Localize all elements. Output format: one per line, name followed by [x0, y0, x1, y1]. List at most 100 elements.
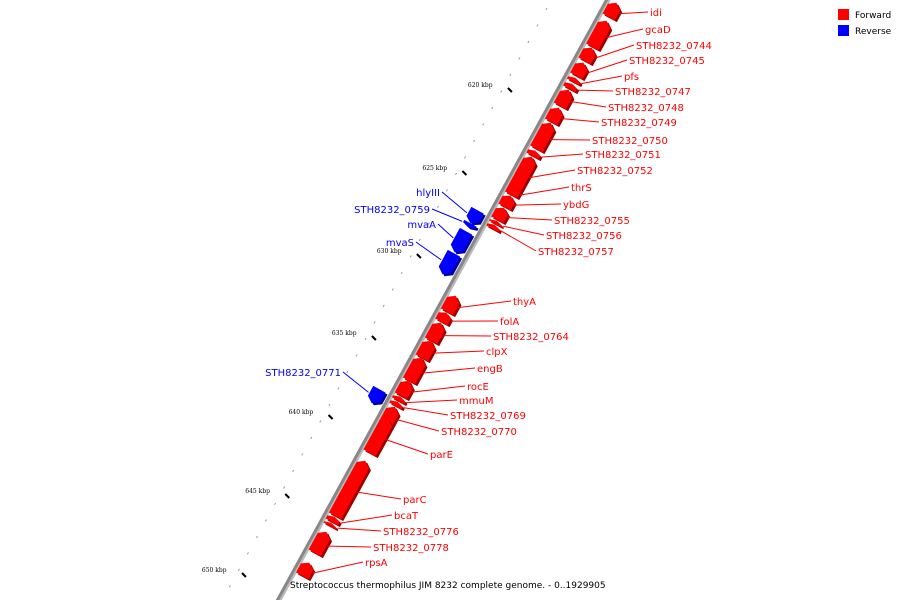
- gene-arrow[interactable]: [389, 400, 403, 410]
- gene-label[interactable]: STH8232_0755: [554, 216, 630, 227]
- gene-arrow[interactable]: [415, 340, 435, 362]
- minor-tick: [436, 205, 439, 209]
- gene-label[interactable]: STH8232_0757: [538, 247, 614, 258]
- gene-label[interactable]: STH8232_0778: [373, 543, 449, 554]
- gene-arrow[interactable]: [530, 122, 555, 153]
- gene-label[interactable]: STH8232_0751: [585, 150, 661, 161]
- gene-label[interactable]: rocE: [467, 382, 489, 393]
- gene-arrow[interactable]: [486, 223, 500, 233]
- gene-label[interactable]: thyA: [513, 297, 536, 308]
- gene-label[interactable]: STH8232_0771: [265, 368, 341, 379]
- label-connector: [586, 59, 628, 74]
- gene-arrow[interactable]: [504, 186, 520, 199]
- label-connector: [431, 208, 463, 222]
- gene-label[interactable]: STH8232_0749: [601, 118, 677, 129]
- gene-label[interactable]: STH8232_0770: [441, 427, 517, 438]
- gene-label[interactable]: parE: [430, 450, 453, 461]
- label-connector: [514, 203, 562, 206]
- gene-label[interactable]: hlyIII: [416, 188, 440, 199]
- gene-arrow[interactable]: [526, 149, 541, 160]
- gene-arrow[interactable]: [489, 219, 503, 228]
- gene-label[interactable]: STH8232_0756: [546, 231, 622, 242]
- minor-tick: [373, 321, 376, 324]
- gene-arrow[interactable]: [367, 385, 386, 404]
- gene-label[interactable]: mmuM: [459, 396, 493, 407]
- gene-arrow[interactable]: [323, 521, 337, 530]
- gene-label[interactable]: STH8232_0759: [354, 205, 430, 216]
- gene-arrow[interactable]: [544, 107, 563, 126]
- gene-arrow[interactable]: [566, 76, 581, 86]
- label-connector: [561, 118, 600, 123]
- gene-arrow[interactable]: [602, 2, 621, 21]
- gene-label[interactable]: mvaS: [386, 238, 414, 249]
- legend: Forward Reverse: [838, 9, 892, 37]
- gene-label[interactable]: STH8232_0769: [450, 411, 526, 422]
- gene-arrow[interactable]: [440, 295, 460, 316]
- gene-label[interactable]: gcaD: [645, 25, 671, 36]
- gene-arrow[interactable]: [424, 322, 445, 345]
- gene-arrow[interactable]: [325, 515, 340, 526]
- legend-label-forward: Forward: [855, 11, 891, 21]
- gene-label[interactable]: folA: [500, 317, 519, 328]
- gene-label[interactable]: rpsA: [365, 558, 388, 569]
- major-tick: [241, 572, 247, 578]
- major-tick: [284, 493, 290, 499]
- minor-tick: [364, 337, 367, 341]
- label-connector: [500, 230, 537, 252]
- minor-tick: [310, 436, 313, 440]
- gene-arrow[interactable]: [402, 357, 426, 385]
- gene-label[interactable]: STH8232_0764: [493, 332, 569, 343]
- gene-arrow[interactable]: [498, 195, 515, 211]
- gene-arrow[interactable]: [507, 156, 536, 195]
- gene-arrow[interactable]: [328, 460, 369, 520]
- gene-arrow[interactable]: [578, 47, 596, 65]
- minor-tick: [355, 354, 358, 357]
- gene-label[interactable]: STH8232_0776: [383, 527, 459, 538]
- gene-label[interactable]: bcaT: [394, 511, 419, 522]
- gene-arrow[interactable]: [553, 89, 573, 110]
- gene-label[interactable]: thrS: [571, 183, 592, 194]
- label-connector: [577, 89, 614, 92]
- label-connector: [433, 350, 485, 354]
- gene-arrow[interactable]: [463, 219, 477, 229]
- gene-label[interactable]: STH8232_0747: [615, 87, 691, 98]
- gene-label[interactable]: clpX: [486, 347, 508, 358]
- gene-label[interactable]: STH8232_0744: [636, 41, 712, 52]
- gene-label[interactable]: STH8232_0750: [592, 136, 668, 147]
- label-connector: [403, 407, 449, 416]
- minor-tick: [237, 568, 240, 572]
- gene-arrow[interactable]: [296, 562, 314, 580]
- minor-tick: [337, 387, 340, 390]
- gene-label[interactable]: parC: [403, 495, 427, 506]
- major-tick: [461, 170, 468, 176]
- minor-tick: [328, 403, 331, 407]
- gene-arrow[interactable]: [586, 20, 611, 51]
- label-connector: [396, 419, 440, 432]
- gene-label[interactable]: ybdG: [563, 200, 589, 211]
- gene-label[interactable]: STH8232_0748: [608, 103, 684, 114]
- label-connector: [581, 75, 623, 85]
- gene-label[interactable]: STH8232_0745: [629, 56, 705, 67]
- gene-arrow[interactable]: [363, 418, 392, 457]
- gene-arrow[interactable]: [438, 249, 461, 275]
- gene-label[interactable]: pfs: [624, 72, 639, 83]
- backbone: [275, 0, 611, 600]
- scale-label: 640 kbp: [289, 409, 314, 416]
- gene-label[interactable]: engB: [477, 364, 503, 375]
- legend-swatch-reverse: [838, 25, 849, 36]
- gene-arrow[interactable]: [394, 380, 413, 400]
- gene-arrow[interactable]: [570, 62, 588, 80]
- gene-arrow[interactable]: [391, 395, 406, 405]
- gene-arrow[interactable]: [308, 531, 331, 557]
- gene-arrow[interactable]: [466, 206, 484, 224]
- gene-label[interactable]: STH8232_0752: [577, 166, 653, 177]
- gene-label[interactable]: mvaA: [407, 220, 436, 231]
- gene-arrow[interactable]: [563, 82, 578, 93]
- gene-arrow[interactable]: [435, 312, 452, 326]
- gene-arrow[interactable]: [491, 207, 509, 224]
- legend-swatch-forward: [838, 9, 849, 20]
- scale-label: 630 kbp: [377, 248, 402, 255]
- gene-label[interactable]: idi: [650, 8, 662, 19]
- gene-arrow[interactable]: [450, 227, 473, 253]
